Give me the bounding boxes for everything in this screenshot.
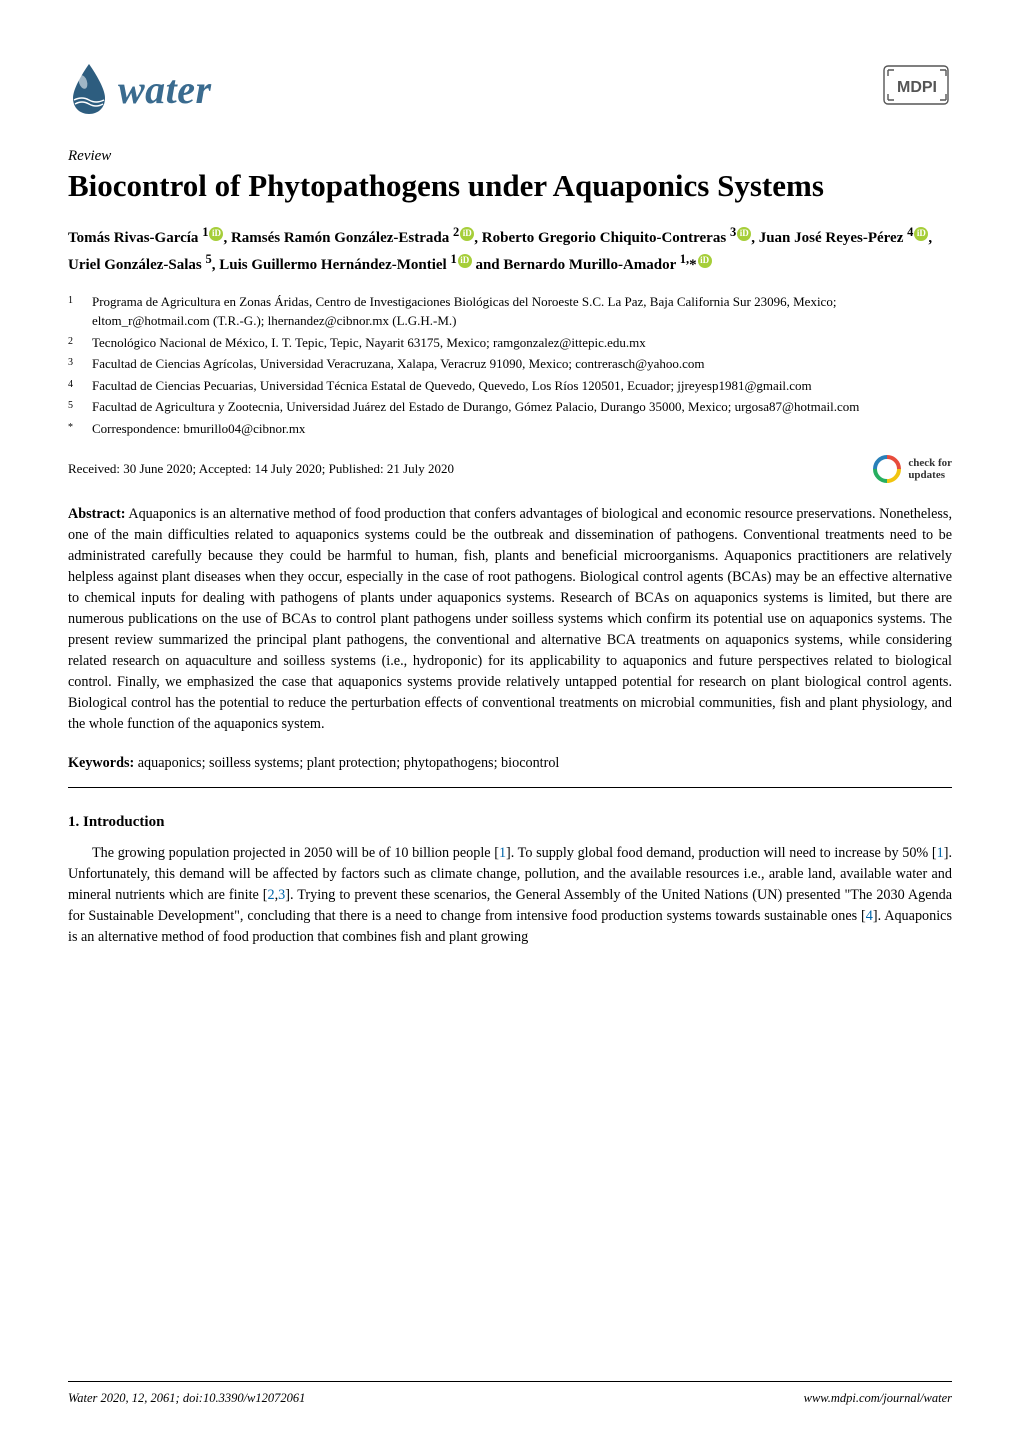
updates-line1: check for — [908, 457, 952, 469]
affil-text: Correspondence: bmurillo04@cibnor.mx — [92, 419, 952, 439]
affiliation-item: 3Facultad de Ciencias Agrícolas, Univers… — [92, 354, 952, 374]
header-row: water MDPI — [68, 62, 952, 116]
journal-logo-block: water — [68, 62, 212, 116]
affiliation-item: 5Facultad de Agricultura y Zootecnia, Un… — [92, 397, 952, 417]
check-updates-label: check for updates — [908, 457, 952, 481]
keywords-block: Keywords: aquaponics; soilless systems; … — [68, 753, 952, 774]
section-number: 1. — [68, 814, 79, 830]
abstract-text: Aquaponics is an alternative method of f… — [68, 506, 952, 732]
affiliations-block: 1 Programa de Agricultura en Zonas Áridas… — [68, 292, 952, 439]
abstract-label: Abstract: — [68, 506, 126, 522]
dates-row: Received: 30 June 2020; Accepted: 14 Jul… — [68, 454, 952, 484]
intro-paragraph: The growing population projected in 2050… — [68, 843, 952, 948]
footer-divider — [68, 1381, 952, 1382]
affil-number: 5 — [68, 397, 82, 417]
water-drop-icon — [68, 62, 110, 116]
affiliation-item: 4Facultad de Ciencias Pecuarias, Univers… — [92, 376, 952, 396]
keywords-text: aquaponics; soilless systems; plant prot… — [134, 755, 559, 771]
affil-text: Tecnológico Nacional de México, I. T. Te… — [92, 333, 952, 353]
page-footer: Water 2020, 12, 2061; doi:10.3390/w12072… — [68, 1391, 952, 1406]
affil-number: 3 — [68, 354, 82, 374]
article-title: Biocontrol of Phytopathogens under Aquap… — [68, 166, 952, 205]
affil-text: Programa de Agricultura en Zonas Áridas,… — [92, 292, 952, 331]
footer-left: Water 2020, 12, 2061; doi:10.3390/w12072… — [68, 1391, 305, 1406]
mdpi-logo-icon: MDPI — [882, 62, 952, 108]
keywords-label: Keywords: — [68, 755, 134, 771]
affiliation-item: 2Tecnológico Nacional de México, I. T. T… — [92, 333, 952, 353]
affil-number: 2 — [68, 333, 82, 353]
journal-name: water — [118, 66, 212, 113]
footer-right: www.mdpi.com/journal/water — [804, 1391, 952, 1406]
affiliation-item: 1Programa de Agricultura en Zonas Áridas… — [92, 292, 952, 331]
dates-text: Received: 30 June 2020; Accepted: 14 Jul… — [68, 461, 454, 477]
check-updates-icon — [872, 454, 902, 484]
affil-number: 4 — [68, 376, 82, 396]
affiliation-item: *Correspondence: bmurillo04@cibnor.mx — [92, 419, 952, 439]
affil-text: Facultad de Ciencias Pecuarias, Universi… — [92, 376, 952, 396]
check-updates-badge[interactable]: check for updates — [872, 454, 952, 484]
affil-number: * — [68, 419, 82, 439]
affil-text: Facultad de Agricultura y Zootecnia, Uni… — [92, 397, 952, 417]
affil-number: 1 — [68, 292, 82, 331]
authors-line: Tomás Rivas-García 1iD, Ramsés Ramón Gon… — [68, 223, 952, 278]
svg-text:MDPI: MDPI — [897, 79, 937, 96]
article-type: Review — [68, 148, 952, 165]
section-divider — [68, 787, 952, 788]
abstract-block: Abstract: Aquaponics is an alternative m… — [68, 504, 952, 735]
updates-line2: updates — [908, 469, 952, 481]
affil-text: Facultad de Ciencias Agrícolas, Universi… — [92, 354, 952, 374]
section-heading: 1. Introduction — [68, 814, 952, 831]
section-title: Introduction — [83, 814, 164, 830]
